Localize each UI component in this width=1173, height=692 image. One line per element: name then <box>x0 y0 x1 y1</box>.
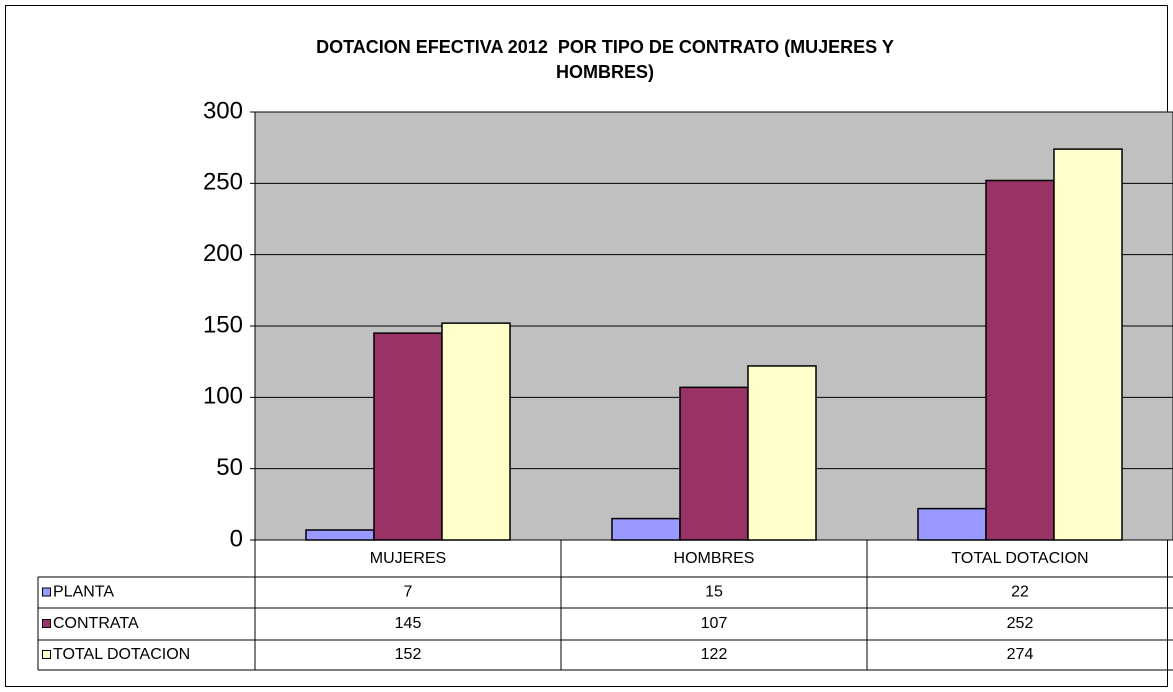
bar <box>747 365 817 541</box>
chart-title: DOTACION EFECTIVA 2012 POR TIPO DE CONTR… <box>316 37 894 57</box>
bar <box>1053 148 1123 541</box>
x-tick-label: HOMBRES <box>674 550 755 567</box>
table-value: 15 <box>705 584 723 601</box>
legend-label: TOTAL DOTACION <box>53 646 190 663</box>
bar <box>679 386 749 541</box>
x-tick-label: TOTAL DOTACION <box>951 550 1088 567</box>
bar <box>441 322 511 541</box>
y-tick-label: 0 <box>230 525 243 552</box>
y-tick-label: 100 <box>203 383 243 410</box>
bar <box>917 507 987 541</box>
x-tick-label: MUJERES <box>370 550 446 567</box>
legend-label: CONTRATA <box>53 615 139 632</box>
table-value: 145 <box>395 615 422 632</box>
chart-title: HOMBRES) <box>556 62 654 82</box>
bar <box>611 517 681 541</box>
table-value: 7 <box>404 584 413 601</box>
y-tick-label: 150 <box>203 311 243 338</box>
table-value: 22 <box>1011 584 1029 601</box>
y-tick-label: 250 <box>203 169 243 196</box>
legend-key <box>42 650 51 659</box>
bar <box>305 529 375 541</box>
y-tick-label: 300 <box>203 97 243 124</box>
table-value: 122 <box>701 646 728 663</box>
bar <box>373 332 443 541</box>
legend-key <box>42 619 51 628</box>
table-value: 152 <box>395 646 422 663</box>
table-value: 274 <box>1007 646 1034 663</box>
legend-key <box>42 587 51 597</box>
table-value: 252 <box>1007 615 1034 632</box>
bar <box>985 179 1055 541</box>
table-value: 107 <box>701 615 728 632</box>
legend-label: PLANTA <box>53 584 114 601</box>
y-tick-label: 200 <box>203 240 243 267</box>
y-tick-label: 50 <box>216 454 243 481</box>
